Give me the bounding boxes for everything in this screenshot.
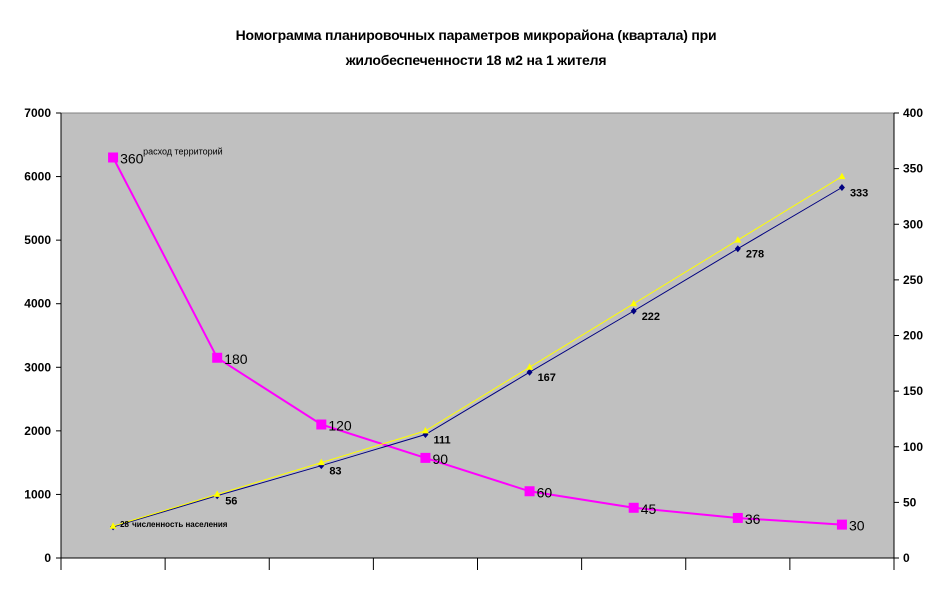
chart-title-line-1: Номограмма планировочных параметров микр… — [235, 27, 717, 43]
series-1-point — [734, 245, 741, 253]
plot-area — [60, 112, 895, 559]
series-0-data-label: 60 — [537, 484, 553, 500]
y-right-tick-label: 350 — [903, 162, 923, 176]
series-1-line — [112, 187, 843, 528]
series-0-point — [524, 486, 535, 497]
series-1-data-label: 28 — [120, 520, 129, 529]
series-0-data-label: 90 — [432, 451, 448, 467]
y-right-tick-label: 250 — [903, 273, 923, 287]
series-0-point — [732, 512, 743, 523]
series-1-data-label: 278 — [746, 249, 764, 261]
series-1-data-label: 222 — [642, 311, 660, 323]
series-2-point — [213, 490, 221, 497]
series-1-data-label: 167 — [538, 372, 556, 384]
series-0-line — [112, 157, 842, 526]
series-0-data-label: 180 — [224, 351, 248, 367]
series-2-point — [838, 172, 846, 180]
series-1-data-label: 333 — [850, 188, 868, 200]
series-1-data-label: 83 — [329, 466, 341, 478]
series-1-data-label: 56 — [225, 496, 237, 508]
y-left-tick-label: 7000 — [24, 106, 51, 120]
series-2-line — [112, 176, 843, 527]
series-1-point — [526, 368, 533, 376]
series-0-point — [108, 152, 119, 163]
axes: 0 1000 2000 3000 4000 5000 6000 7000 0 50 100 150 20… — [24, 106, 923, 570]
series-0-data-label: 36 — [745, 511, 761, 527]
series-0-point — [836, 519, 847, 530]
y-right-tick-label: 100 — [903, 440, 923, 454]
y-right-tick-label: 400 — [903, 106, 923, 120]
y-left-tick-label: 1000 — [24, 487, 51, 501]
y-right-tick-label: 150 — [903, 384, 923, 398]
series-2-point — [734, 236, 742, 243]
series-layer — [108, 152, 847, 531]
series-2-point — [526, 363, 534, 370]
y-left-tick-label: 5000 — [24, 233, 51, 247]
series-0-data-label: 360 — [120, 151, 144, 167]
y-left-tick-label: 0 — [44, 551, 51, 565]
y-right-tick-label: 50 — [903, 495, 917, 509]
series-1-point — [630, 307, 637, 315]
chart-title-line-2: жилобеспеченности 18 м2 на 1 жителя — [345, 52, 607, 68]
series-1-point — [838, 184, 845, 192]
y-left-tick-label: 3000 — [24, 360, 51, 374]
series-0-data-label: 30 — [849, 518, 865, 534]
y-left-tick-label: 6000 — [24, 170, 51, 184]
series-2-point — [317, 458, 325, 466]
series-0-point — [628, 502, 639, 513]
territory-annotation: расход территорий — [143, 147, 223, 157]
y-right-tick-label: 200 — [903, 329, 923, 343]
series-0-point — [420, 452, 431, 463]
y-left-tick-label: 2000 — [24, 424, 51, 438]
series-0-data-label: 120 — [328, 418, 352, 434]
data-label-layer: 360 180 120 90 60 45 36 30 28 56 83 111 167 222 278 333… — [120, 147, 868, 534]
y-left-tick-label: 4000 — [24, 297, 51, 311]
population-annotation: численность населения — [132, 520, 228, 529]
series-2-point — [421, 426, 429, 434]
series-2-point — [109, 522, 117, 529]
y-right-tick-label: 300 — [903, 217, 923, 231]
series-0-point — [212, 352, 223, 363]
series-2-point — [630, 299, 638, 307]
y-right-tick-label: 0 — [903, 551, 910, 565]
series-0-data-label: 45 — [641, 501, 657, 517]
series-0-point — [316, 419, 327, 430]
series-1-data-label: 111 — [433, 435, 450, 447]
